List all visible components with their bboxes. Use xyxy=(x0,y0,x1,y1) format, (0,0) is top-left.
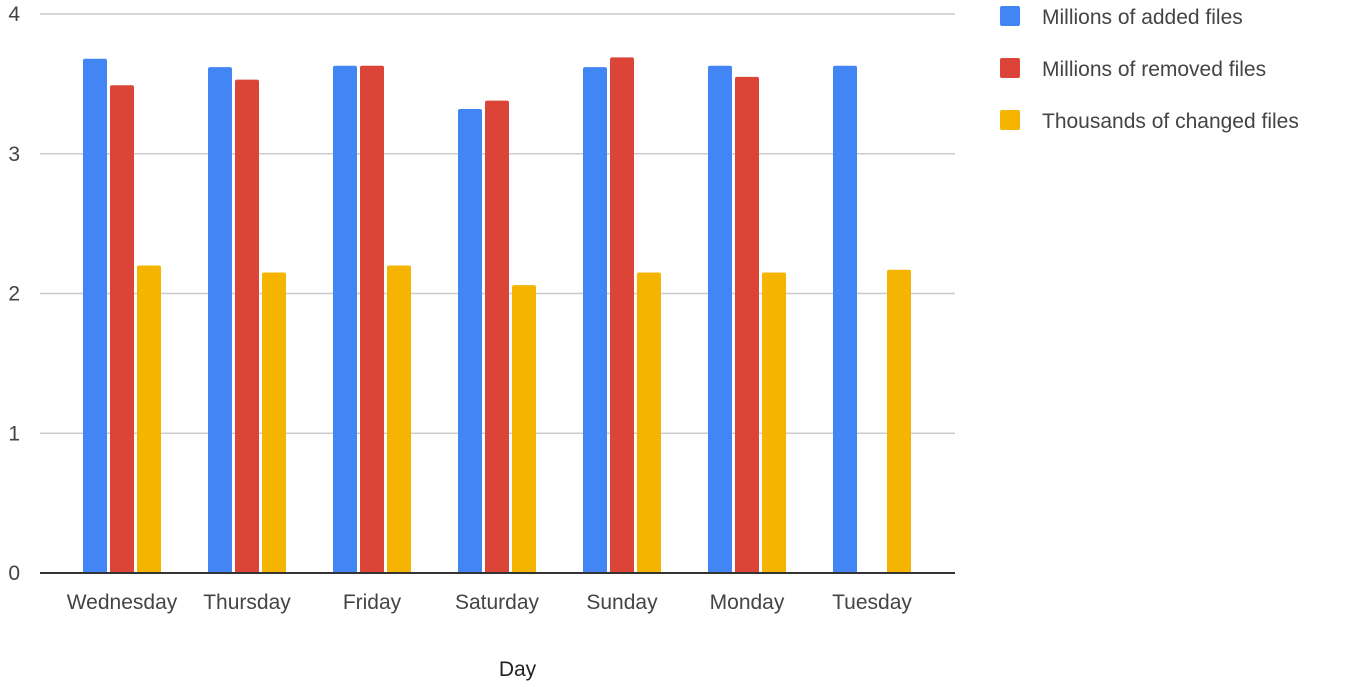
bar-monday-series-1 xyxy=(708,65,732,574)
legend: Millions of added files Millions of remov… xyxy=(1000,6,1299,133)
bar-friday-series-3 xyxy=(387,265,411,573)
y-tick-label: 0 xyxy=(8,562,20,585)
bar-thursday-series-1 xyxy=(208,67,232,573)
bar-wednesday-series-3 xyxy=(137,265,161,573)
x-tick-label: Monday xyxy=(710,591,785,614)
bar-tuesday-series-3 xyxy=(887,269,911,573)
bar-sunday-series-2 xyxy=(610,57,634,573)
bar-sunday-series-3 xyxy=(637,272,661,573)
legend-label: Thousands of changed files xyxy=(1042,110,1299,133)
bar-friday-series-2 xyxy=(360,65,384,574)
legend-swatch xyxy=(1000,110,1020,130)
bars xyxy=(83,57,911,574)
legend-swatch xyxy=(1000,58,1020,78)
bar-wednesday-series-1 xyxy=(83,58,107,574)
bar-tuesday-series-1 xyxy=(833,65,857,574)
x-tick-label: Friday xyxy=(343,591,402,614)
y-tick-label: 3 xyxy=(8,143,20,166)
x-tick-label: Wednesday xyxy=(67,591,178,614)
legend-label: Millions of removed files xyxy=(1042,58,1266,81)
y-axis-ticks: 0 1 2 3 4 xyxy=(8,3,20,585)
x-tick-label: Thursday xyxy=(203,591,291,614)
x-axis-title: Day xyxy=(499,658,537,681)
y-tick-label: 2 xyxy=(8,283,20,306)
legend-label: Millions of added files xyxy=(1042,6,1243,29)
bar-sunday-series-1 xyxy=(583,67,607,573)
bar-thursday-series-3 xyxy=(262,272,286,573)
bar-saturday-series-1 xyxy=(458,109,482,573)
bar-saturday-series-3 xyxy=(512,285,536,573)
bar-thursday-series-2 xyxy=(235,79,259,574)
bar-wednesday-series-2 xyxy=(110,85,134,574)
x-tick-label: Tuesday xyxy=(832,591,912,614)
bar-monday-series-2 xyxy=(735,76,759,573)
legend-swatch xyxy=(1000,6,1020,26)
bar-saturday-series-2 xyxy=(485,100,509,574)
x-axis-ticks: Wednesday Thursday Friday Saturday Sunday Mon… xyxy=(67,591,913,614)
y-tick-label: 1 xyxy=(8,422,20,445)
bar-friday-series-1 xyxy=(333,65,357,574)
y-tick-label: 4 xyxy=(8,3,20,26)
x-tick-label: Sunday xyxy=(586,591,658,614)
bar-monday-series-3 xyxy=(762,272,786,573)
x-tick-label: Saturday xyxy=(455,591,540,614)
